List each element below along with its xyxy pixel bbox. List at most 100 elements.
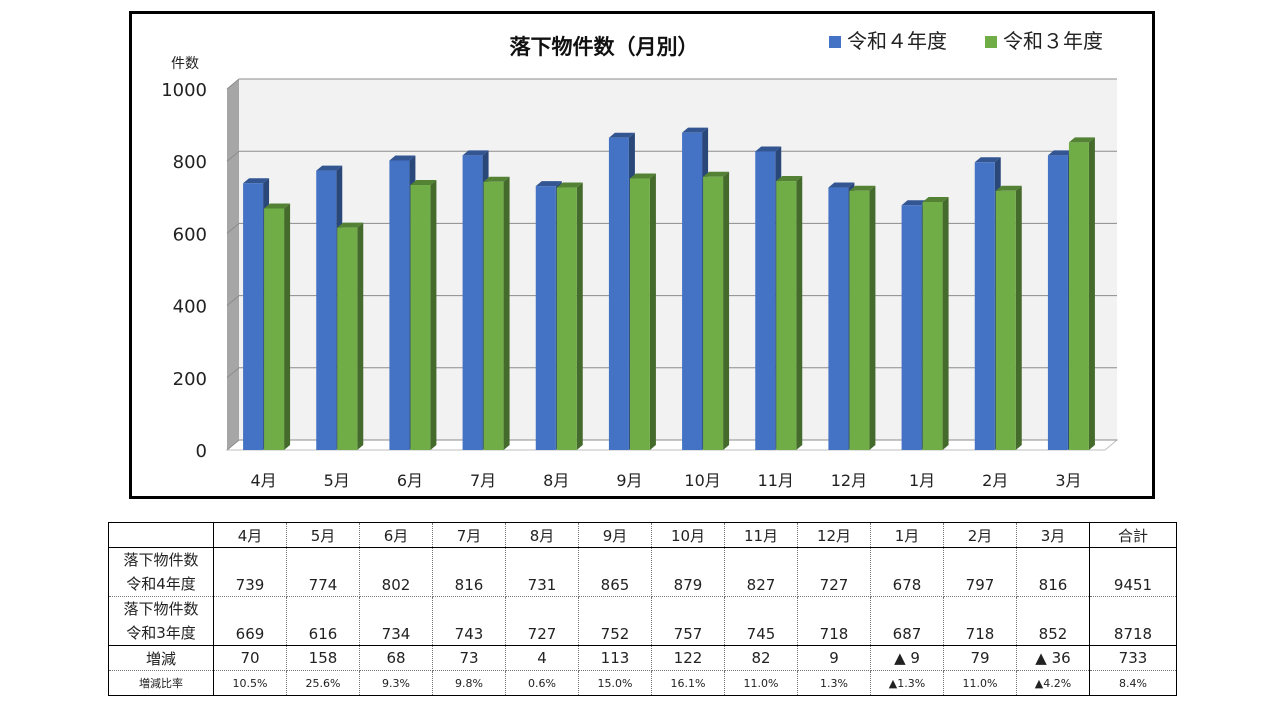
total-cell: 8.4% [1089, 670, 1177, 696]
value-cell: ▲ 36 [1016, 645, 1090, 671]
bar-side [357, 222, 364, 450]
value-cell: 802 [359, 547, 433, 597]
value-cell: 687 [870, 596, 944, 646]
month-header-cell: 3月 [1016, 522, 1090, 548]
legend-swatch [829, 36, 841, 48]
value-cell: 727 [797, 547, 871, 597]
bar-top [243, 178, 270, 184]
gridline [226, 295, 1117, 306]
bar-top [316, 165, 343, 171]
table-row: 落下物件数 令和4年度 739 774 802 816 731 865 879 827 727 678… [108, 547, 1177, 597]
bar-top [337, 222, 364, 228]
x-tick-label: 12月 [831, 471, 867, 490]
chart-title: 落下物件数（月別） [510, 35, 699, 59]
value-cell: 79 [943, 645, 1017, 671]
month-header-cell: 2月 [943, 522, 1017, 548]
value-cell: 15.0% [578, 670, 652, 696]
table-row: 落下物件数 令和3年度 669 616 734 743 727 752 757 745 718 687… [108, 596, 1177, 646]
bar-side [796, 176, 803, 450]
bar [849, 190, 870, 450]
legend-swatch [985, 36, 997, 48]
table-row: 増減 70 158 68 73 4 113 122 82 9 ▲ 9 79 ▲ 36 733 [108, 645, 1177, 671]
legend-label: 令和３年度 [1003, 29, 1103, 53]
bar [901, 205, 922, 450]
bar-top [703, 171, 730, 177]
row-label-cell: 増減 [108, 645, 214, 671]
row-label-line1: 落下物件数 [123, 551, 199, 569]
value-cell: 4 [505, 645, 579, 671]
value-cell: 9.8% [432, 670, 506, 696]
bar-top [483, 176, 510, 182]
bar [556, 187, 577, 451]
value-cell: 11.0% [943, 670, 1017, 696]
value-cell: 752 [578, 596, 652, 646]
table-row: 増減比率 10.5% 25.6% 9.3% 9.8% 0.6% 15.0% 16.1% 11.0… [108, 670, 1177, 696]
value-cell: 743 [432, 596, 506, 646]
data-table: 4月 5月 6月 7月 8月 9月 10月 11月 12月 1月 2月 3月 合計落下物件数令和4年度 7… [108, 522, 1177, 696]
value-cell: 9.3% [359, 670, 433, 696]
value-cell: 852 [1016, 596, 1090, 646]
value-cell: 82 [724, 645, 798, 671]
bar-top [608, 132, 635, 138]
x-tick-label: 1月 [909, 471, 935, 490]
bar-top [682, 127, 709, 133]
month-header-cell: 4月 [213, 522, 287, 548]
bar [389, 160, 410, 450]
y-axis-label: 件数 [171, 56, 199, 72]
value-cell: 718 [943, 596, 1017, 646]
month-header-cell: 10月 [651, 522, 725, 548]
bar-top [410, 180, 437, 186]
bar [243, 183, 264, 450]
bar-side [723, 171, 730, 450]
bar [410, 185, 431, 450]
month-header-cell: 12月 [797, 522, 871, 548]
side-wall [227, 79, 239, 450]
gridline [226, 367, 1117, 379]
bar-side [1015, 185, 1022, 450]
value-cell: 745 [724, 596, 798, 646]
bar-top [995, 185, 1022, 191]
x-tick-label: 4月 [250, 471, 276, 490]
bar-top [828, 182, 855, 188]
bar-side [649, 173, 656, 450]
table-corner-cell [108, 522, 214, 548]
gridline [226, 439, 1117, 451]
month-header-cell: 11月 [724, 522, 798, 548]
y-tick-label: 600 [173, 224, 207, 245]
row-label-line2: 令和4年度 [126, 575, 196, 593]
value-cell: 70 [213, 645, 287, 671]
bar-top [922, 196, 949, 202]
bar-top [755, 146, 782, 152]
value-cell: 734 [359, 596, 433, 646]
x-tick-label: 2月 [982, 471, 1008, 490]
value-cell: 827 [724, 547, 798, 597]
bar [629, 178, 650, 450]
bar [995, 190, 1016, 450]
value-cell: 678 [870, 547, 944, 597]
x-tick-label: 7月 [470, 471, 496, 490]
value-cell: 797 [943, 547, 1017, 597]
value-cell: 774 [286, 547, 360, 597]
bar [608, 137, 629, 451]
bar-side [869, 185, 876, 450]
total-cell: 8718 [1089, 596, 1177, 646]
gridline [226, 222, 1117, 234]
bar [535, 186, 556, 450]
table-header-row: 4月 5月 6月 7月 8月 9月 10月 11月 12月 1月 2月 3月 合計 [108, 522, 1177, 548]
value-cell: ▲1.3% [870, 670, 944, 696]
value-cell: 25.6% [286, 670, 360, 696]
bar-top [901, 200, 928, 206]
chart-panel: 0 200 400 600 800 1000 件数 落下物件数（月別） 令和４年度 令和３年度 4月… [129, 11, 1155, 499]
bar-chart: 0 200 400 600 800 1000 件数 落下物件数（月別） 令和４年度 令和３年度 4月… [161, 29, 1119, 490]
x-tick-label: 8月 [543, 471, 569, 490]
bar [755, 151, 776, 450]
bar [337, 227, 358, 450]
bar [316, 170, 337, 450]
value-cell: 73 [432, 645, 506, 671]
bar-top [629, 173, 656, 179]
bar-top [974, 157, 1001, 163]
value-cell: 16.1% [651, 670, 725, 696]
bar [828, 187, 849, 451]
legend-label: 令和４年度 [847, 29, 947, 53]
month-header-cell: 9月 [578, 522, 652, 548]
